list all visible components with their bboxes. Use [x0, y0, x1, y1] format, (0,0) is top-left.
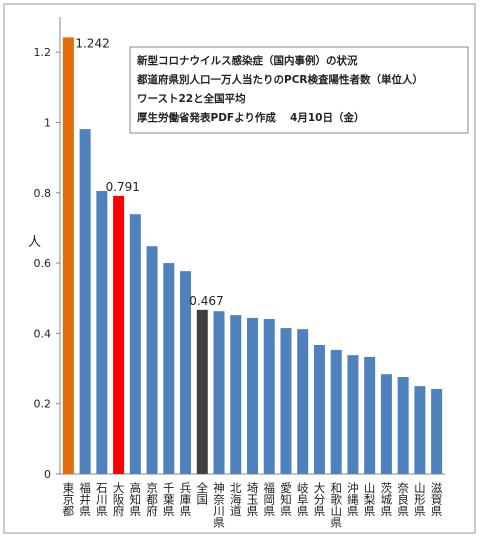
- x-tick-label: 大分県: [312, 481, 326, 517]
- x-tick-label: 大阪府: [112, 481, 126, 517]
- x-tick-label: 福井県: [78, 481, 92, 517]
- bar: [129, 214, 141, 474]
- x-tick-label: 岐阜県: [296, 482, 310, 517]
- x-tick-label: 全国: [195, 481, 209, 506]
- x-tick-label: 高知県: [128, 481, 142, 517]
- x-tick-label: 滋賀県: [430, 482, 444, 517]
- x-tick-label: 奈良県: [396, 481, 410, 517]
- bar: [397, 376, 409, 474]
- bar: [230, 315, 242, 474]
- annotation-line: 厚生労働省発表PDFより作成 4月10日（金）: [137, 111, 364, 124]
- x-tick-label: 沖縄県: [346, 482, 360, 517]
- value-label: 0.467: [189, 294, 223, 308]
- bar: [364, 356, 376, 474]
- bar: [414, 386, 426, 474]
- bar: [313, 344, 325, 474]
- bar: [79, 129, 91, 475]
- bar: [180, 271, 192, 474]
- y-tick-label: 0: [44, 468, 51, 481]
- x-tick-label: 福岡県: [262, 481, 276, 517]
- x-tick-label: 京都府: [145, 481, 159, 517]
- x-tick-label: 山梨県: [363, 482, 377, 517]
- annotation-line: ワースト22と全国平均: [137, 92, 246, 105]
- y-tick-label: 0.8: [34, 187, 52, 200]
- x-tick-label: 神奈川県: [212, 481, 226, 529]
- bar: [146, 246, 158, 474]
- x-tick-label: 愛知県: [279, 482, 293, 517]
- y-tick-label: 0.2: [34, 398, 52, 411]
- x-tick-label: 北海道: [229, 482, 243, 517]
- bar: [380, 374, 392, 474]
- x-tick-label: 東京都: [61, 482, 75, 517]
- y-tick-label: 0.6: [34, 257, 52, 270]
- bar: [163, 263, 175, 474]
- x-tick-label: 石川県: [95, 482, 109, 517]
- bar: [196, 309, 208, 474]
- bar: [62, 37, 74, 475]
- bar: [263, 318, 275, 474]
- frame: [3, 3, 476, 534]
- annotation-line: 新型コロナウイルス感染症（国内事例）の状況: [137, 54, 358, 67]
- bar: [213, 311, 225, 474]
- bar: [431, 388, 443, 474]
- value-label: 0.791: [106, 180, 140, 194]
- value-label: 1.242: [75, 36, 109, 50]
- bar: [96, 191, 108, 474]
- annotation-box: [129, 46, 469, 134]
- x-tick-label: 埼玉県: [246, 481, 260, 517]
- annotation-line: 都道府県別人口一万人当たりのPCR検査陽性者数（単位人）: [136, 73, 423, 86]
- y-tick-label: 1: [44, 116, 51, 129]
- x-tick-label: 千葉県: [162, 482, 176, 517]
- x-tick-label: 山形県: [413, 482, 427, 517]
- x-tick-label: 兵庫県: [179, 482, 193, 517]
- y-tick-label: 0.4: [34, 327, 52, 340]
- y-tick-label: 1.2: [34, 46, 52, 59]
- bar: [247, 317, 258, 474]
- bar: [113, 195, 125, 474]
- bar: [330, 349, 342, 474]
- x-tick-label: 茨城県: [379, 481, 393, 517]
- x-tick-label: 和歌山県: [329, 482, 343, 529]
- bar: [297, 329, 309, 474]
- bar: [280, 328, 292, 474]
- y-axis-label: 人: [28, 235, 41, 250]
- bar: [347, 355, 359, 474]
